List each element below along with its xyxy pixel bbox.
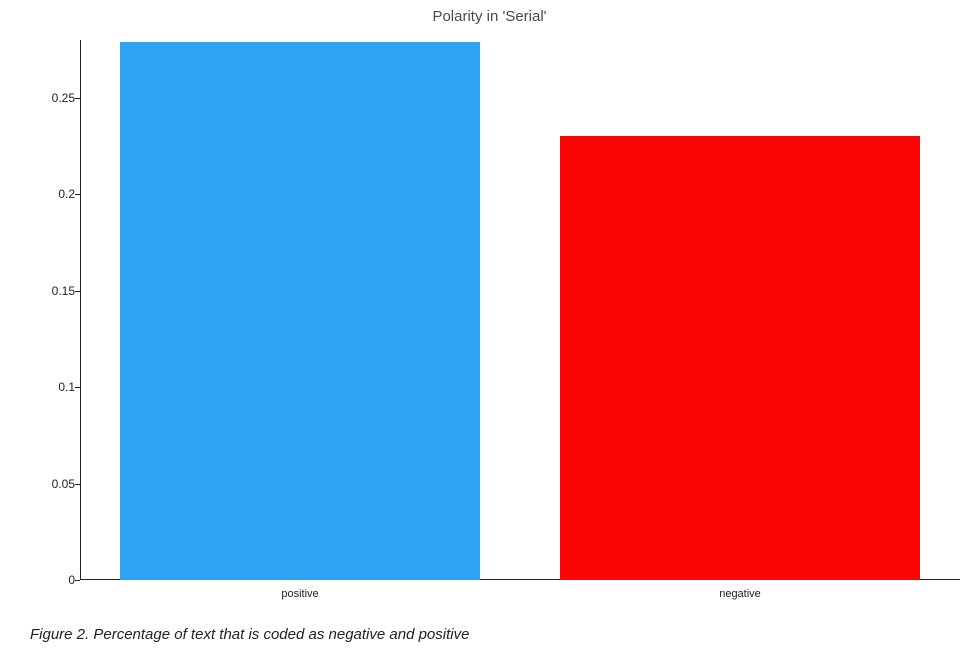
ytick-mark — [75, 98, 80, 99]
chart-title: Polarity in 'Serial' — [0, 8, 979, 25]
ytick-mark — [75, 194, 80, 195]
ytick-label: 0.1 — [30, 380, 75, 394]
ytick-mark — [75, 580, 80, 581]
bar-negative — [560, 136, 921, 580]
ytick-label: 0.15 — [30, 284, 75, 298]
xtick-label-positive: positive — [281, 588, 318, 600]
ytick-mark — [75, 484, 80, 485]
figure-caption: Figure 2. Percentage of text that is cod… — [30, 626, 469, 643]
ytick-mark — [75, 387, 80, 388]
ytick-label: 0.2 — [30, 187, 75, 201]
ytick-label: 0.25 — [30, 91, 75, 105]
plot-area: 00.050.10.150.20.25positivenegative — [80, 40, 960, 580]
ytick-label: 0 — [30, 573, 75, 587]
ytick-label: 0.05 — [30, 477, 75, 491]
bar-positive — [120, 42, 481, 580]
chart-container: Polarity in 'Serial' 00.050.10.150.20.25… — [0, 0, 979, 663]
xtick-label-negative: negative — [719, 588, 761, 600]
y-axis-line — [80, 40, 81, 580]
ytick-mark — [75, 291, 80, 292]
